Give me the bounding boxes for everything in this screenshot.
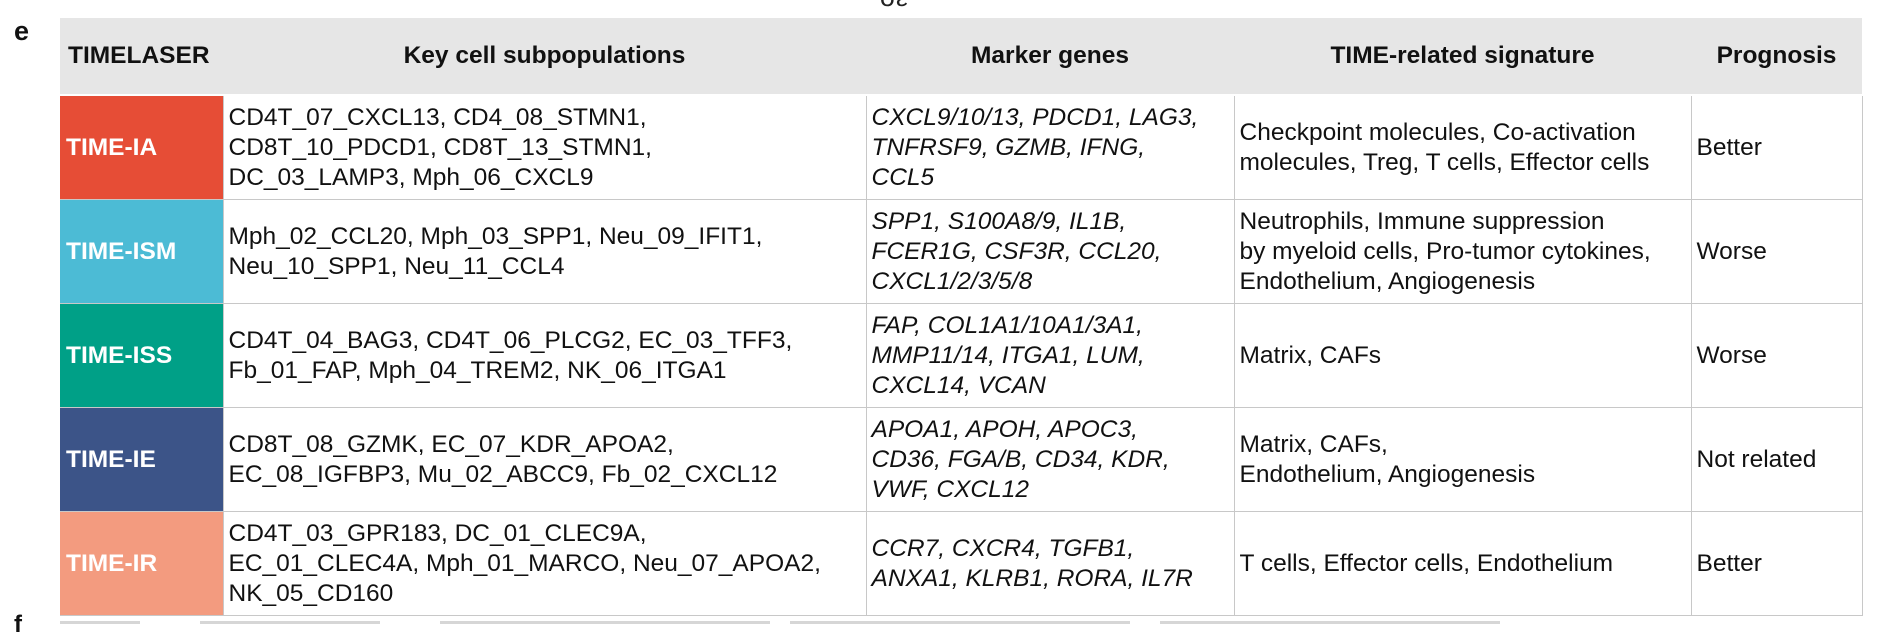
cell-line: by myeloid cells, Pro-tumor cytokines, bbox=[1239, 237, 1651, 265]
subpopulations-cell: CD4T_03_GPR183, DC_01_CLEC9A, EC_01_CLEC4… bbox=[222, 511, 866, 616]
cell-line: CD8T_08_GZMK, EC_07_KDR_APOA2, bbox=[228, 430, 674, 458]
cell-line: Fb_01_FAP, Mph_04_TREM2, NK_06_ITGA1 bbox=[228, 356, 727, 384]
signature-cell: Matrix, CAFs, Endothelium, Angiogenesis bbox=[1233, 407, 1691, 512]
cell-line: CD36, FGA/B, CD34, KDR, bbox=[871, 445, 1170, 473]
marker-genes-cell: APOA1, APOH, APOC3, CD36, FGA/B, CD34, KD… bbox=[865, 407, 1234, 512]
cell-line: APOA1, APOH, APOC3, bbox=[871, 415, 1138, 443]
header-marker-genes: Marker genes bbox=[866, 18, 1234, 96]
subpopulations-cell: CD4T_07_CXCL13, CD4_08_STMN1, CD8T_10_PDC… bbox=[222, 95, 866, 200]
header-time-related-signature: TIME-related signature bbox=[1234, 18, 1691, 96]
prognosis-cell: Better bbox=[1690, 95, 1863, 200]
cell-line: Neutrophils, Immune suppression bbox=[1239, 207, 1605, 235]
cell-line: CD4T_04_BAG3, CD4T_06_PLCG2, EC_03_TFF3, bbox=[228, 326, 793, 354]
next-panel-stub bbox=[200, 621, 380, 624]
marker-genes-cell: CXCL9/10/13, PDCD1, LAG3, TNFRSF9, GZMB, … bbox=[865, 95, 1234, 200]
table-row: TIME-IA CD4T_07_CXCL13, CD4_08_STMN1, CD8T… bbox=[60, 95, 1863, 200]
cell-line: CXCL1/2/3/5/8 bbox=[871, 267, 1033, 295]
table-row: TIME-IE CD8T_08_GZMK, EC_07_KDR_APOA2, EC_… bbox=[60, 407, 1863, 512]
cell-line: CCL5 bbox=[871, 163, 935, 191]
cell-line: T cells, Effector cells, Endothelium bbox=[1239, 549, 1614, 577]
cell-line: SPP1, S100A8/9, IL1B, bbox=[871, 207, 1127, 235]
cell-line: Endothelium, Angiogenesis bbox=[1239, 267, 1536, 295]
cell-line: NK_05_CD160 bbox=[228, 579, 394, 607]
next-panel-label: f bbox=[14, 611, 22, 638]
header-prognosis: Prognosis bbox=[1691, 18, 1862, 96]
signature-cell: Neutrophils, Immune suppression by myeloi… bbox=[1233, 199, 1691, 304]
prognosis-cell: Worse bbox=[1690, 199, 1863, 304]
marker-genes-cell: SPP1, S100A8/9, IL1B, FCER1G, CSF3R, CCL2… bbox=[865, 199, 1234, 304]
cell-line: molecules, Treg, T cells, Effector cells bbox=[1239, 148, 1650, 176]
cell-line: EC_01_CLEC4A, Mph_01_MARCO, Neu_07_APOA2… bbox=[228, 549, 821, 577]
cell-line: Mph_02_CCL20, Mph_03_SPP1, Neu_09_IFIT1, bbox=[228, 222, 763, 250]
cell-line: EC_08_IGFBP3, Mu_02_ABCC9, Fb_02_CXCL12 bbox=[228, 460, 778, 488]
signature-cell: Checkpoint molecules, Co-activation molec… bbox=[1233, 95, 1691, 200]
cell-line: Matrix, CAFs, bbox=[1239, 430, 1388, 458]
signature-cell: T cells, Effector cells, Endothelium bbox=[1233, 511, 1691, 616]
prognosis-cell: Worse bbox=[1690, 303, 1863, 408]
subpopulations-cell: Mph_02_CCL20, Mph_03_SPP1, Neu_09_IFIT1,… bbox=[222, 199, 866, 304]
cell-line: CXCL9/10/13, PDCD1, LAG3, bbox=[871, 103, 1199, 131]
figure-fragment-top: σε bbox=[880, 0, 908, 13]
cell-line: Matrix, CAFs bbox=[1239, 341, 1382, 369]
table-row: TIME-IR CD4T_03_GPR183, DC_01_CLEC9A, EC_0… bbox=[60, 511, 1863, 616]
prognosis-cell: Better bbox=[1690, 511, 1863, 616]
marker-genes-cell: CCR7, CXCR4, TGFB1, ANXA1, KLRB1, RORA, I… bbox=[865, 511, 1234, 616]
header-key-cell-subpopulations: Key cell subpopulations bbox=[223, 18, 866, 96]
header-row: TIMELASER Key cell subpopulations Marker… bbox=[60, 18, 1862, 96]
cell-line: Checkpoint molecules, Co-activation bbox=[1239, 118, 1636, 146]
table-row: TIME-ISS CD4T_04_BAG3, CD4T_06_PLCG2, EC_… bbox=[60, 303, 1863, 408]
cell-line: VWF, CXCL12 bbox=[871, 475, 1030, 503]
next-panel-stub bbox=[790, 621, 1130, 624]
cell-line: MMP11/14, ITGA1, LUM, bbox=[871, 341, 1145, 369]
cell-line: FAP, COL1A1/10A1/3A1, bbox=[871, 311, 1144, 339]
prognosis-cell: Not related bbox=[1690, 407, 1863, 512]
marker-genes-cell: FAP, COL1A1/10A1/3A1, MMP11/14, ITGA1, LU… bbox=[865, 303, 1234, 408]
cell-line: CD4T_03_GPR183, DC_01_CLEC9A, bbox=[228, 519, 647, 547]
cell-line: CXCL14, VCAN bbox=[871, 371, 1046, 399]
signature-cell: Matrix, CAFs bbox=[1233, 303, 1691, 408]
table-body: TIME-IA CD4T_07_CXCL13, CD4_08_STMN1, CD8T… bbox=[60, 95, 1863, 616]
cell-line: CCR7, CXCR4, TGFB1, bbox=[871, 534, 1135, 562]
cell-line: CD8T_10_PDCD1, CD8T_13_STMN1, bbox=[228, 133, 652, 161]
timelaser-label-cell: TIME-ISS bbox=[60, 303, 223, 408]
timelaser-label-cell: TIME-IA bbox=[60, 95, 223, 200]
cell-line: Endothelium, Angiogenesis bbox=[1239, 460, 1536, 488]
timelaser-label-cell: TIME-IE bbox=[60, 407, 223, 512]
cell-line: ANXA1, KLRB1, RORA, IL7R bbox=[871, 564, 1193, 592]
cell-line: FCER1G, CSF3R, CCL20, bbox=[871, 237, 1162, 265]
timelaser-label-cell: TIME-IR bbox=[60, 511, 223, 616]
panel-label: e bbox=[14, 16, 30, 46]
next-panel-stub bbox=[60, 621, 140, 624]
timelaser-label-cell: TIME-ISM bbox=[60, 199, 223, 304]
subpopulations-cell: CD8T_08_GZMK, EC_07_KDR_APOA2, EC_08_IGFB… bbox=[222, 407, 866, 512]
next-panel-stub bbox=[440, 621, 770, 624]
cell-line: Neu_10_SPP1, Neu_11_CCL4 bbox=[228, 252, 565, 280]
header-timelaser: TIMELASER bbox=[60, 18, 223, 96]
cell-line: DC_03_LAMP3, Mph_06_CXCL9 bbox=[228, 163, 594, 191]
table-row: TIME-ISM Mph_02_CCL20, Mph_03_SPP1, Neu_0… bbox=[60, 199, 1863, 304]
next-panel-stub bbox=[1160, 621, 1500, 624]
cell-line: TNFRSF9, GZMB, IFNG, bbox=[871, 133, 1146, 161]
subpopulations-cell: CD4T_04_BAG3, CD4T_06_PLCG2, EC_03_TFF3,… bbox=[222, 303, 866, 408]
cell-line: CD4T_07_CXCL13, CD4_08_STMN1, bbox=[228, 103, 647, 131]
timelaser-table: TIMELASER Key cell subpopulations Marker… bbox=[60, 18, 1863, 616]
